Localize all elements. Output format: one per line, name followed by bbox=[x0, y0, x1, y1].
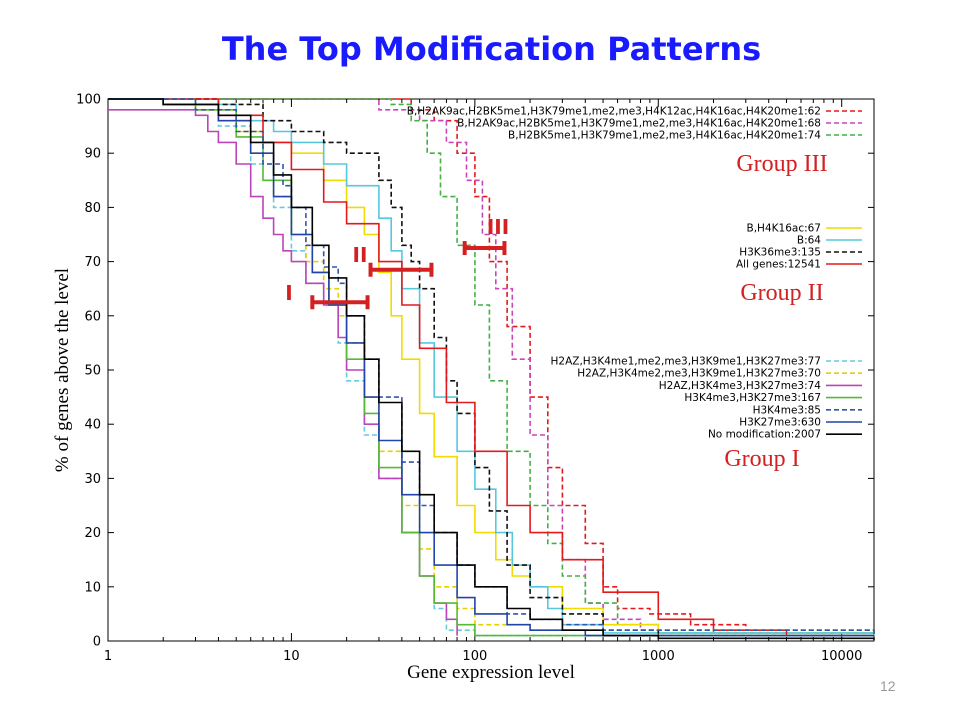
y-tick-label: 40 bbox=[84, 418, 101, 433]
range-marker-III: III bbox=[462, 215, 509, 256]
y-tick-label: 10 bbox=[84, 580, 101, 595]
legend-label: H2AZ,H3K4me1,me2,me3,H3K9me1,H3K27me3:77 bbox=[551, 356, 822, 368]
legend-entry: B,H2BK5me1,H3K79me1,me2,me3,H4K16ac,H4K2… bbox=[508, 130, 862, 142]
range-marker-label: II bbox=[353, 243, 368, 267]
legend-entry: H3K36me3:135 bbox=[739, 247, 862, 259]
legend: B,H2AK9ac,H2BK5me1,H3K79me1,me2,me3,H4K1… bbox=[407, 106, 862, 441]
series-line-7 bbox=[108, 98, 874, 637]
series-line-14 bbox=[108, 98, 875, 640]
series-lines bbox=[108, 98, 875, 640]
y-tick-label: 80 bbox=[84, 201, 101, 216]
legend-label: H3K4me3:85 bbox=[753, 404, 821, 416]
y-tick-label: 90 bbox=[84, 147, 101, 162]
x-tick-label: 1000 bbox=[642, 649, 675, 664]
group-label: Group II bbox=[740, 280, 823, 306]
legend-label: B:64 bbox=[797, 235, 821, 247]
y-tick-label: 60 bbox=[84, 309, 101, 324]
legend-label: H3K36me3:135 bbox=[739, 247, 821, 259]
slide-title: The Top Modification Patterns bbox=[221, 30, 762, 68]
y-tick-label: 70 bbox=[84, 255, 101, 270]
x-tick-label: 100 bbox=[462, 649, 487, 664]
legend-entry: B,H4K16ac:67 bbox=[747, 223, 862, 235]
y-tick-label: 50 bbox=[84, 364, 101, 379]
group-label: Group I bbox=[724, 446, 799, 472]
y-tick-label: 30 bbox=[84, 472, 101, 487]
y-axis-label: % of genes above the level bbox=[52, 268, 73, 472]
legend-label: B,H4K16ac:67 bbox=[747, 223, 821, 235]
legend-label: All genes:12541 bbox=[736, 259, 821, 271]
range-marker-label: I bbox=[285, 281, 292, 305]
page-number: 12 bbox=[880, 678, 896, 694]
series-line-10 bbox=[108, 109, 458, 636]
legend-label: B,H2AK9ac,H2BK5me1,H3K79me1,me2,me3,H4K1… bbox=[457, 118, 821, 130]
group-label: Group III bbox=[736, 151, 827, 177]
legend-label: B,H2AK9ac,H2BK5me1,H3K79me1,me2,me3,H4K1… bbox=[407, 106, 821, 118]
x-tick-label: 10 bbox=[283, 649, 300, 664]
legend-entry: H3K4me3,H3K27me3:167 bbox=[684, 392, 862, 404]
x-tick-label: 10000 bbox=[821, 649, 862, 664]
legend-label: No modification:2007 bbox=[708, 429, 821, 441]
x-tick-label: 1 bbox=[104, 649, 112, 664]
series-line-3 bbox=[108, 98, 874, 637]
y-tick-label: 0 bbox=[93, 635, 101, 650]
legend-entry: H3K27me3:630 bbox=[739, 417, 862, 429]
legend-entry: B,H2AK9ac,H2BK5me1,H3K79me1,me2,me3,H4K1… bbox=[457, 118, 862, 130]
legend-entry: All genes:12541 bbox=[736, 259, 862, 271]
legend-entry: B,H2AK9ac,H2BK5me1,H3K79me1,me2,me3,H4K1… bbox=[407, 106, 862, 118]
legend-label: H2AZ,H3K4me3,H3K27me3:74 bbox=[659, 380, 822, 392]
range-marker-II: II bbox=[353, 243, 434, 277]
y-tick-label: 20 bbox=[84, 526, 101, 541]
legend-label: H3K27me3:630 bbox=[739, 417, 821, 429]
legend-label: H2AZ,H3K4me2,me3,H3K9me1,H3K27me3:70 bbox=[577, 368, 821, 380]
legend-entry: H2AZ,H3K4me2,me3,H3K9me1,H3K27me3:70 bbox=[577, 368, 862, 380]
legend-entry: H2AZ,H3K4me1,me2,me3,H3K9me1,H3K27me3:77 bbox=[551, 356, 862, 368]
y-tick-label: 100 bbox=[76, 93, 101, 108]
legend-entry: No modification:2007 bbox=[708, 429, 862, 441]
legend-entry: H2AZ,H3K4me3,H3K27me3:74 bbox=[659, 380, 862, 392]
series-line-6 bbox=[108, 98, 874, 637]
x-axis-label: Gene expression level bbox=[407, 662, 575, 683]
legend-label: B,H2BK5me1,H3K79me1,me2,me3,H4K16ac,H4K2… bbox=[508, 130, 821, 142]
series-line-2 bbox=[108, 98, 874, 634]
legend-entry: B:64 bbox=[797, 235, 862, 247]
range-marker-label: III bbox=[487, 215, 509, 239]
legend-label: H3K4me3,H3K27me3:167 bbox=[684, 392, 821, 404]
group-labels: Group III Group II Group I bbox=[724, 151, 827, 472]
range-marker-I: I bbox=[285, 281, 370, 310]
legend-entry: H3K4me3:85 bbox=[753, 404, 862, 416]
